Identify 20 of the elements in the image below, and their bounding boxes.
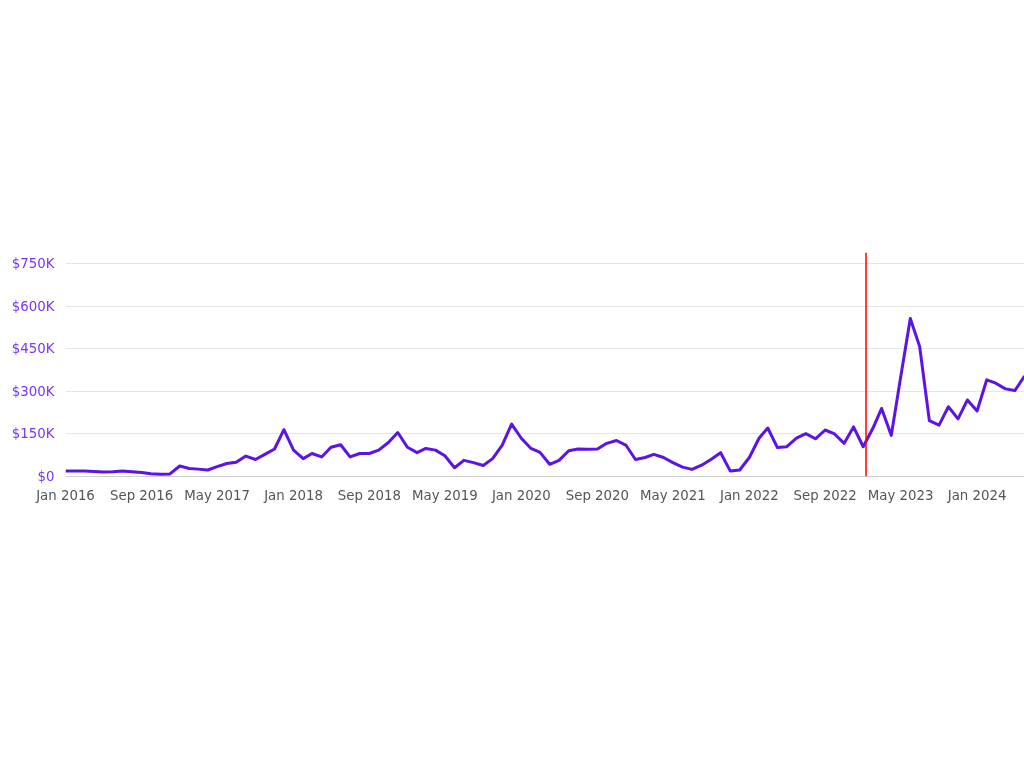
x-tick-label: Jan 2018 bbox=[263, 487, 323, 503]
x-tick-label: May 2023 bbox=[867, 487, 934, 503]
x-tick-label: Sep 2022 bbox=[793, 487, 857, 503]
x-tick-label: May 2019 bbox=[412, 487, 478, 503]
x-tick-label: Jan 2016 bbox=[35, 487, 95, 503]
x-tick-label: Sep 2018 bbox=[337, 487, 401, 503]
y-tick-label: $600K bbox=[11, 298, 56, 314]
x-tick-label: May 2021 bbox=[640, 487, 706, 503]
y-tick-label: $750K bbox=[11, 256, 56, 272]
x-tick-label: Jan 2022 bbox=[718, 487, 779, 503]
x-tick-label: Sep 2020 bbox=[565, 487, 630, 503]
y-tick-label: $0 bbox=[37, 469, 55, 484]
y-tick-label: $450K bbox=[11, 341, 56, 357]
x-tick-label: Jan 2024 bbox=[946, 487, 1007, 503]
x-tick-label: Jan 2020 bbox=[490, 487, 551, 503]
line-series bbox=[65, 317, 1024, 476]
x-tick-label: Sep 2016 bbox=[109, 487, 174, 503]
y-tick-label: $300K bbox=[11, 383, 56, 399]
y-tick-label: $150K bbox=[11, 426, 56, 442]
x-tick-label: May 2017 bbox=[184, 487, 250, 503]
